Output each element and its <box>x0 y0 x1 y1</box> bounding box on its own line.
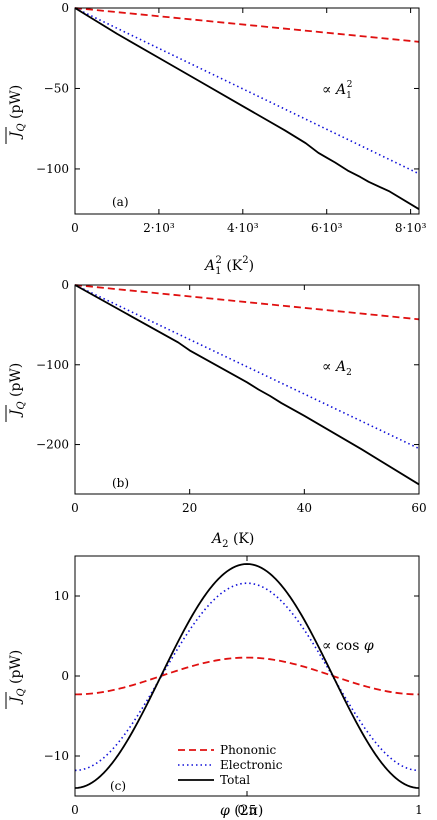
y-tick-label: −10 <box>44 749 69 763</box>
panel-c-ticks: 0 0.5 1 10 0 −10 <box>44 556 423 817</box>
series-line-phononic <box>74 7 420 43</box>
x-tick-label: 0 <box>71 221 79 235</box>
panel-c-series <box>74 563 420 789</box>
legend: Phononic Electronic Total <box>178 743 283 787</box>
panel-b: 0 20 40 60 0 −100 −200 (b) ∝ A2 A2 (K) JQ (pW) <box>5 278 427 550</box>
panel-b-ylabel: JQ (pW) <box>8 363 27 419</box>
y-tick-label: −200 <box>36 438 69 452</box>
panel-a-label: (a) <box>112 195 129 209</box>
panel-a-xlabel: A12 (K2) <box>203 255 254 277</box>
x-tick-label: 2·10³ <box>143 221 175 235</box>
panel-a-frame <box>74 7 420 215</box>
panel-c-xlabel: φ (2π) <box>220 803 263 819</box>
panel-a-ticks: 0 2·10³ 4·10³ 6·10³ 8·10³ 0 −50 −100 <box>36 1 427 235</box>
y-tick-label: −50 <box>44 81 69 95</box>
y-tick-label: −100 <box>36 162 69 176</box>
panel-b-label: (b) <box>112 476 129 490</box>
panel-c: 0 0.5 1 10 0 −10 (c) ∝ cos φ φ (2π) JQ (pW) P… <box>5 555 423 819</box>
series-line-electronic <box>74 284 420 450</box>
panel-b-series <box>74 284 420 486</box>
x-tick-label: 0 <box>71 501 79 515</box>
panel-c-annotation: ∝ cos φ <box>322 638 374 654</box>
panel-c-ylabel: JQ (pW) <box>8 650 27 706</box>
x-tick-label: 20 <box>182 501 197 515</box>
x-tick-label: 1 <box>415 803 423 817</box>
series-line-phononic <box>74 656 420 696</box>
panel-b-xlabel: A2 (K) <box>210 531 254 550</box>
legend-label-phononic: Phononic <box>220 743 277 757</box>
y-tick-label: 0 <box>61 669 69 683</box>
panel-b-frame <box>74 284 420 495</box>
y-tick-label: 0 <box>61 1 69 15</box>
x-tick-label: 4·10³ <box>227 221 259 235</box>
x-tick-label: 0 <box>71 803 79 817</box>
x-tick-label: 0.5 <box>237 803 256 817</box>
x-tick-label: 40 <box>297 501 312 515</box>
x-tick-label: 6·10³ <box>311 221 343 235</box>
panel-c-frame <box>74 555 420 797</box>
panel-a-ylabel: JQ (pW) <box>8 85 27 141</box>
series-line-electronic <box>74 7 420 175</box>
legend-label-total: Total <box>220 773 250 787</box>
y-tick-label: 10 <box>54 589 69 603</box>
panel-c-label: (c) <box>110 779 126 793</box>
series-line-phononic <box>74 284 420 321</box>
y-tick-label: −100 <box>36 358 69 372</box>
panel-a-series <box>74 7 420 210</box>
y-tick-label: 0 <box>61 278 69 292</box>
x-tick-label: 60 <box>411 501 426 515</box>
panel-b-ticks: 0 20 40 60 0 −100 −200 <box>36 278 427 515</box>
series-line-total <box>74 563 420 789</box>
panel-b-annotation: ∝ A2 <box>322 359 352 378</box>
x-tick-label: 8·10³ <box>395 221 427 235</box>
panel-a-annotation: ∝ A12 <box>322 80 353 101</box>
legend-label-electronic: Electronic <box>220 758 283 772</box>
series-line-total <box>74 284 420 486</box>
series-line-total <box>74 7 420 210</box>
series-line-electronic <box>74 582 420 772</box>
